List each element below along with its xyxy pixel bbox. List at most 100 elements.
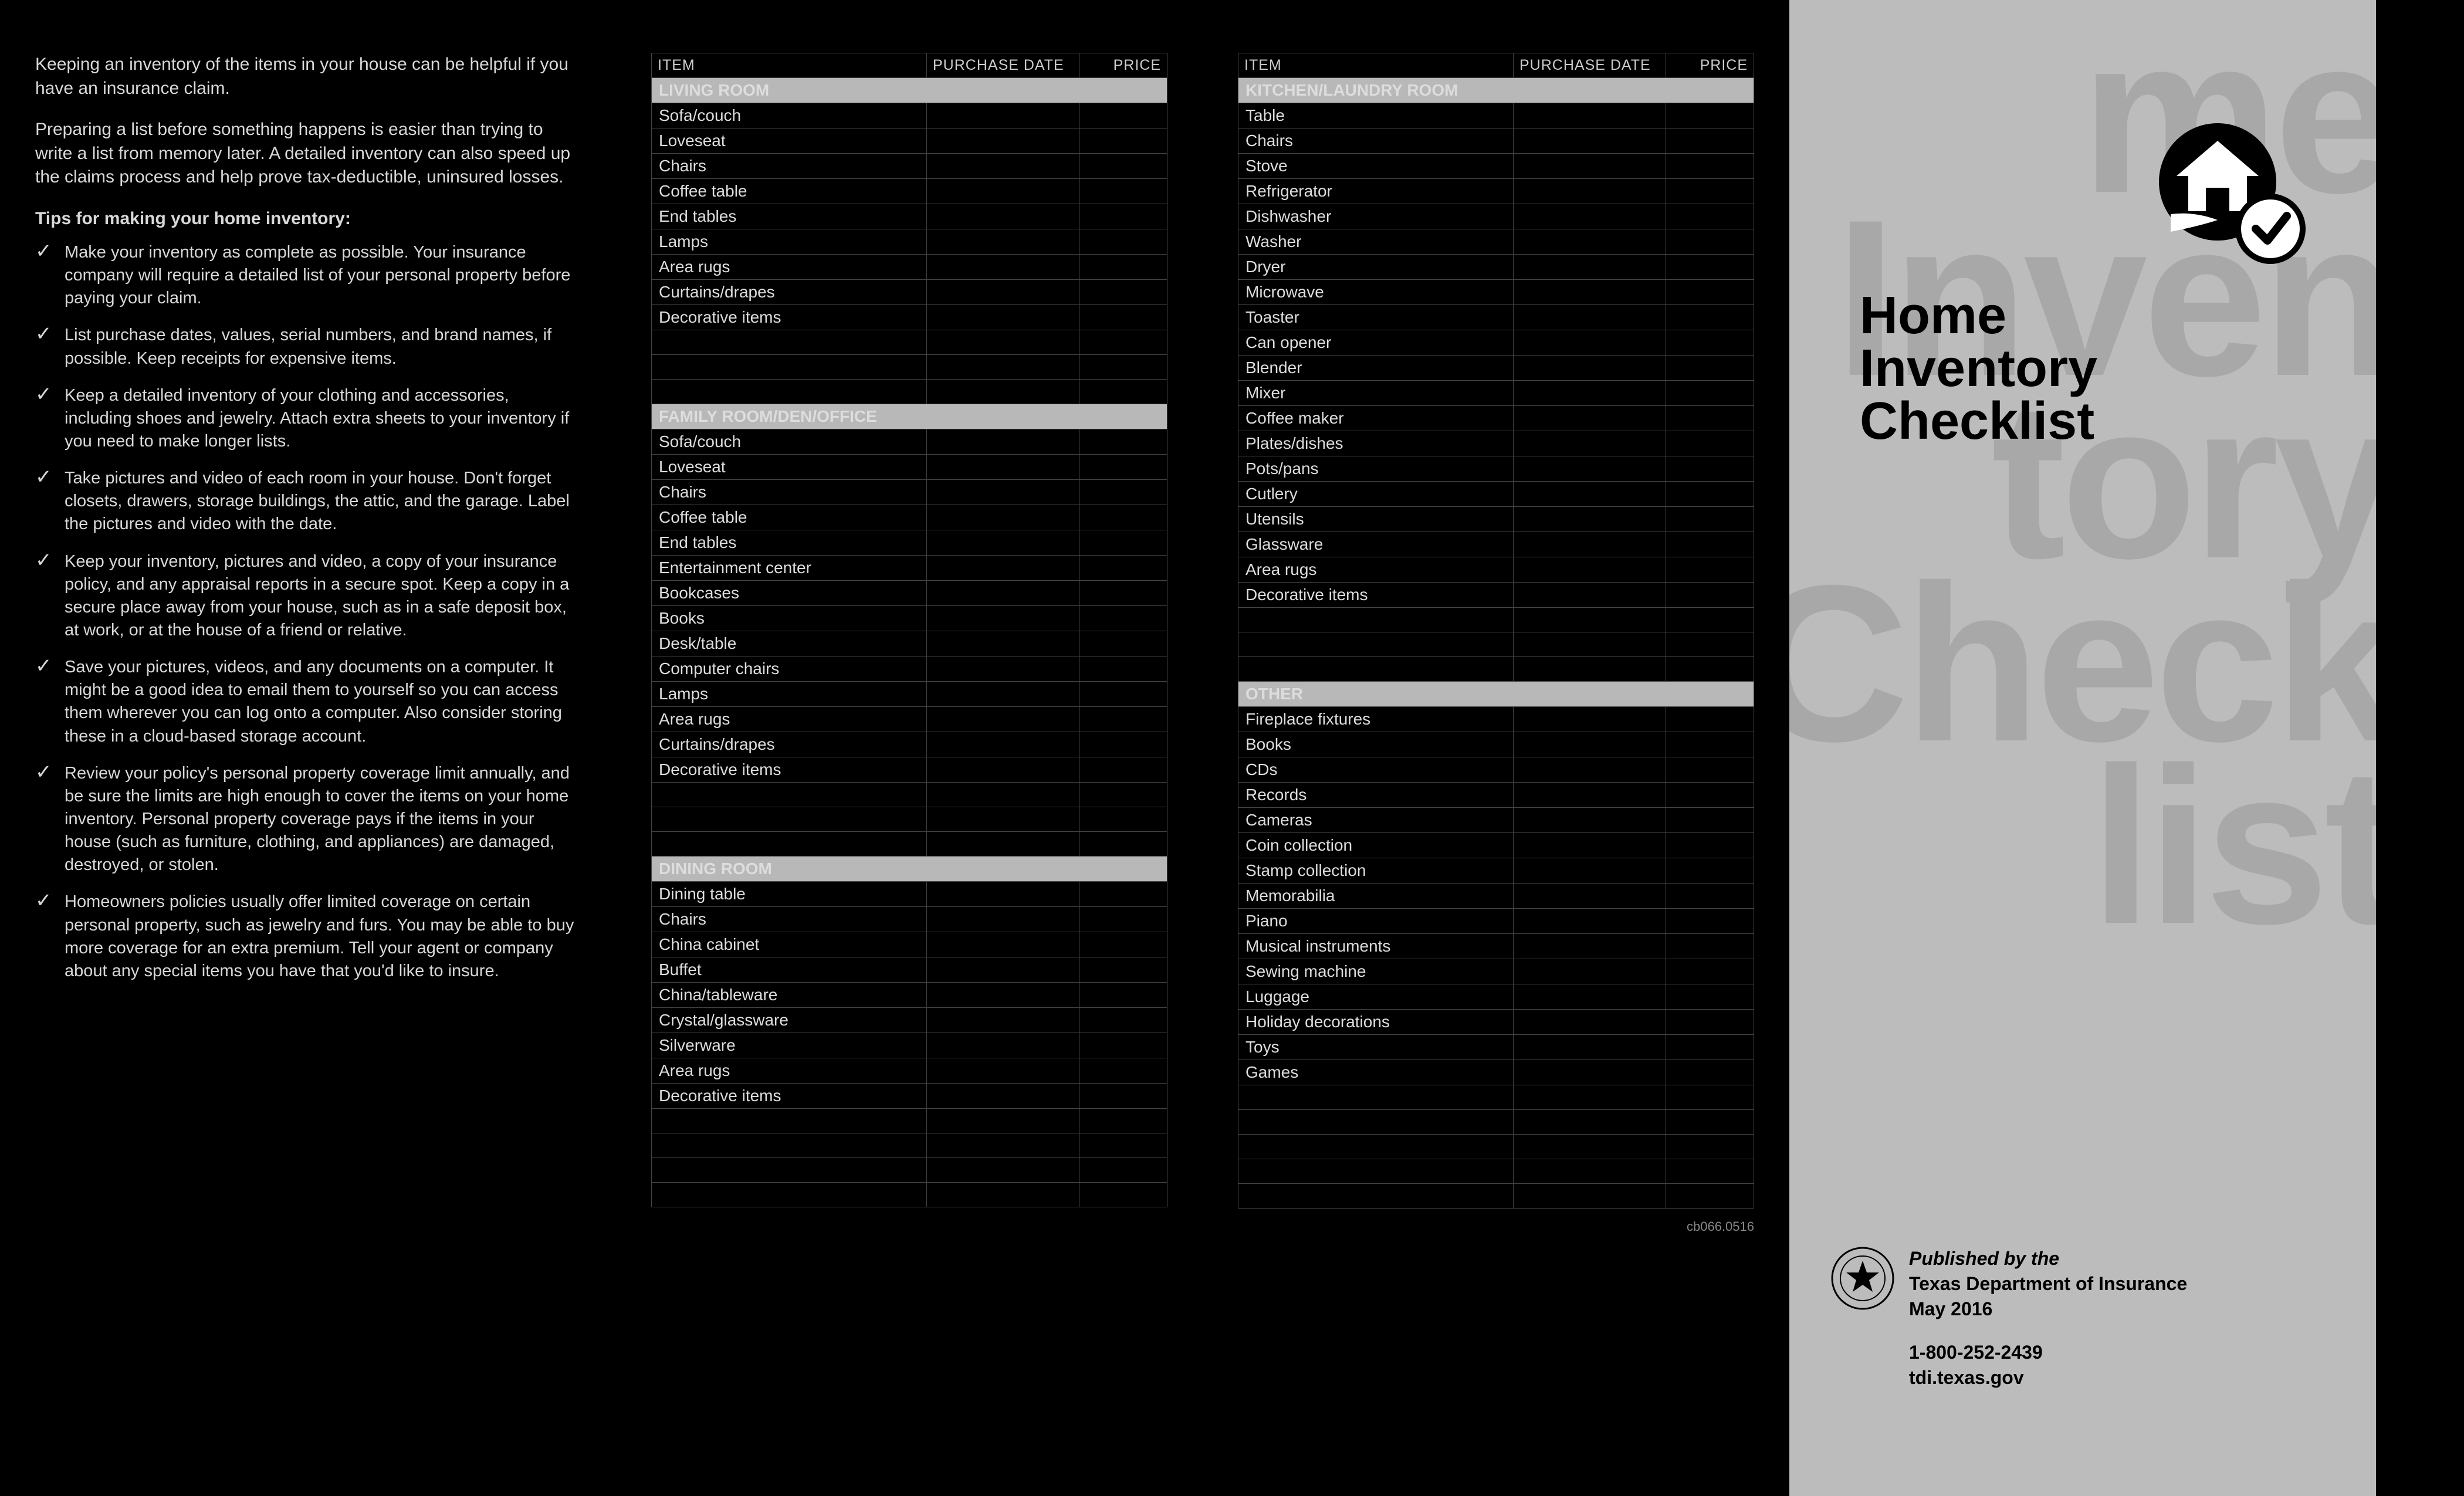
price-cell[interactable] — [1079, 204, 1167, 229]
price-cell[interactable] — [1666, 1010, 1754, 1035]
price-cell[interactable] — [1666, 783, 1754, 808]
item-cell[interactable] — [652, 380, 927, 404]
date-cell[interactable] — [927, 204, 1079, 229]
price-cell[interactable] — [1079, 932, 1167, 957]
date-cell[interactable] — [927, 807, 1079, 832]
date-cell[interactable] — [927, 1183, 1079, 1207]
price-cell[interactable] — [1079, 882, 1167, 907]
price-cell[interactable] — [1079, 581, 1167, 606]
price-cell[interactable] — [1666, 632, 1754, 657]
price-cell[interactable] — [1079, 229, 1167, 255]
date-cell[interactable] — [1514, 732, 1666, 757]
date-cell[interactable] — [1514, 482, 1666, 507]
price-cell[interactable] — [1666, 1135, 1754, 1159]
date-cell[interactable] — [1514, 381, 1666, 406]
price-cell[interactable] — [1666, 305, 1754, 330]
price-cell[interactable] — [1079, 606, 1167, 631]
price-cell[interactable] — [1079, 983, 1167, 1008]
price-cell[interactable] — [1079, 429, 1167, 455]
date-cell[interactable] — [927, 581, 1079, 606]
item-cell[interactable] — [652, 330, 927, 355]
item-cell[interactable] — [652, 1109, 927, 1133]
price-cell[interactable] — [1666, 482, 1754, 507]
price-cell[interactable] — [1079, 530, 1167, 556]
item-cell[interactable] — [1238, 1184, 1514, 1209]
date-cell[interactable] — [1514, 330, 1666, 356]
price-cell[interactable] — [1079, 707, 1167, 732]
item-cell[interactable] — [1238, 1085, 1514, 1110]
date-cell[interactable] — [927, 656, 1079, 682]
date-cell[interactable] — [1514, 833, 1666, 858]
date-cell[interactable] — [1514, 305, 1666, 330]
price-cell[interactable] — [1666, 884, 1754, 909]
price-cell[interactable] — [1079, 1008, 1167, 1033]
price-cell[interactable] — [1666, 1085, 1754, 1110]
price-cell[interactable] — [1079, 1158, 1167, 1183]
price-cell[interactable] — [1079, 1133, 1167, 1158]
price-cell[interactable] — [1666, 255, 1754, 280]
price-cell[interactable] — [1079, 682, 1167, 707]
price-cell[interactable] — [1666, 356, 1754, 381]
date-cell[interactable] — [927, 330, 1079, 355]
price-cell[interactable] — [1666, 381, 1754, 406]
date-cell[interactable] — [927, 455, 1079, 480]
item-cell[interactable] — [652, 1133, 927, 1158]
date-cell[interactable] — [927, 355, 1079, 380]
date-cell[interactable] — [1514, 507, 1666, 532]
price-cell[interactable] — [1666, 280, 1754, 305]
date-cell[interactable] — [927, 128, 1079, 154]
item-cell[interactable] — [1238, 657, 1514, 682]
date-cell[interactable] — [927, 882, 1079, 907]
price-cell[interactable] — [1666, 406, 1754, 431]
item-cell[interactable] — [652, 783, 927, 807]
date-cell[interactable] — [927, 1033, 1079, 1058]
item-cell[interactable] — [652, 807, 927, 832]
date-cell[interactable] — [1514, 1060, 1666, 1085]
date-cell[interactable] — [1514, 757, 1666, 783]
price-cell[interactable] — [1666, 431, 1754, 456]
date-cell[interactable] — [1514, 128, 1666, 154]
date-cell[interactable] — [927, 707, 1079, 732]
date-cell[interactable] — [1514, 280, 1666, 305]
date-cell[interactable] — [1514, 1184, 1666, 1209]
price-cell[interactable] — [1666, 959, 1754, 984]
price-cell[interactable] — [1079, 1058, 1167, 1084]
date-cell[interactable] — [1514, 456, 1666, 482]
date-cell[interactable] — [927, 907, 1079, 932]
date-cell[interactable] — [1514, 959, 1666, 984]
price-cell[interactable] — [1666, 128, 1754, 154]
price-cell[interactable] — [1079, 732, 1167, 757]
date-cell[interactable] — [1514, 657, 1666, 682]
price-cell[interactable] — [1666, 808, 1754, 833]
item-cell[interactable] — [1238, 632, 1514, 657]
date-cell[interactable] — [927, 255, 1079, 280]
price-cell[interactable] — [1079, 355, 1167, 380]
date-cell[interactable] — [927, 154, 1079, 179]
date-cell[interactable] — [1514, 356, 1666, 381]
date-cell[interactable] — [1514, 608, 1666, 632]
item-cell[interactable] — [652, 1183, 927, 1207]
date-cell[interactable] — [927, 1109, 1079, 1133]
date-cell[interactable] — [927, 305, 1079, 330]
date-cell[interactable] — [927, 179, 1079, 204]
item-cell[interactable] — [1238, 1159, 1514, 1184]
price-cell[interactable] — [1666, 229, 1754, 255]
price-cell[interactable] — [1666, 1035, 1754, 1060]
date-cell[interactable] — [1514, 783, 1666, 808]
price-cell[interactable] — [1666, 833, 1754, 858]
date-cell[interactable] — [927, 103, 1079, 128]
date-cell[interactable] — [1514, 707, 1666, 732]
date-cell[interactable] — [1514, 154, 1666, 179]
price-cell[interactable] — [1666, 657, 1754, 682]
date-cell[interactable] — [1514, 632, 1666, 657]
date-cell[interactable] — [1514, 557, 1666, 583]
price-cell[interactable] — [1079, 631, 1167, 656]
date-cell[interactable] — [1514, 1110, 1666, 1135]
price-cell[interactable] — [1666, 757, 1754, 783]
price-cell[interactable] — [1666, 456, 1754, 482]
date-cell[interactable] — [1514, 179, 1666, 204]
price-cell[interactable] — [1666, 103, 1754, 128]
date-cell[interactable] — [927, 480, 1079, 505]
date-cell[interactable] — [1514, 1035, 1666, 1060]
date-cell[interactable] — [1514, 808, 1666, 833]
